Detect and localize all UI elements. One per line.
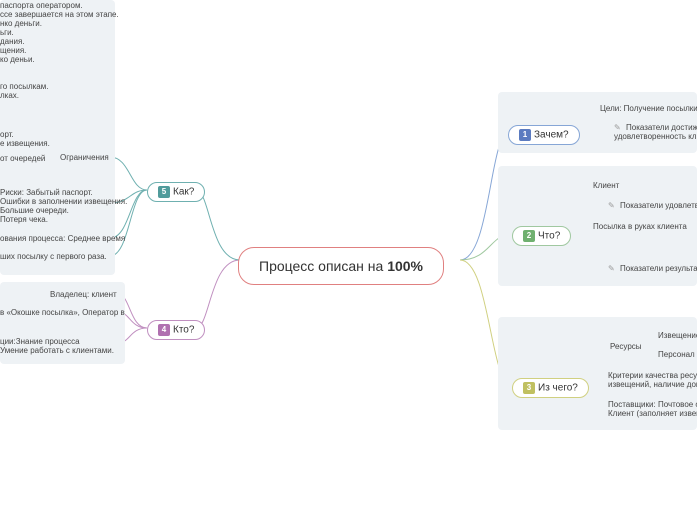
center-node[interactable]: Процесс описан на 100% [238,247,444,285]
leaf: Персонал [658,350,695,359]
leaf-text: го посылкам. [0,82,48,91]
center-text-a: Процесс описан на [259,258,387,274]
leaf-text: Большие очереди. [0,206,69,215]
leaf-text: Персонал [658,350,695,359]
branch-num-icon: 5 [158,186,170,198]
leaf: ьги. [0,28,14,37]
branch-label: Кто? [173,325,194,336]
leaf: Посылка в руках клиента [593,222,687,231]
leaf-text: е извещения. [0,139,50,148]
leaf-text: удовлетворенность клиент [614,132,697,141]
leaf: орт. [0,130,14,139]
leaf: ко деньи. [0,55,35,64]
leaf-text: Ошибки в заполнении извещения. [0,197,127,206]
pencil-icon: ✎ [608,201,618,211]
leaf-text: Потеря чека. [0,215,48,224]
leaf-text: Цели: Получение посылки [600,104,697,113]
leaf: Извещение, [658,331,697,340]
leaf-text: дания. [0,37,25,46]
leaf: Ошибки в заполнении извещения. [0,197,127,206]
leaf: дания. [0,37,25,46]
leaf-text: Владелец: клиент [50,290,117,299]
leaf-text: Клиент (заполняет извещени [608,409,697,418]
leaf: Критерии качества ресурсов [608,371,697,380]
branch-label: Из чего? [538,383,578,394]
leaf: ования процесса: Среднее время [0,234,125,243]
leaf-text: ших посылку с первого раза. [0,252,107,261]
branch-who[interactable]: 4Кто? [147,320,205,340]
leaf-text: ко деньи. [0,55,35,64]
center-text-b: 100% [387,258,423,274]
branch-why[interactable]: 1Зачем? [508,125,580,145]
leaf-text: нко деньги. [0,19,42,28]
leaf-text: от очередей [0,154,45,163]
leaf: ции:Знание процесса [0,337,80,346]
leaf: го посылкам. [0,82,48,91]
leaf: Клиент [593,181,619,190]
branch-num-icon: 1 [519,129,531,141]
leaf-text: ьги. [0,28,14,37]
leaf-text: Клиент [593,181,619,190]
leaf: ссе завершается на этом этапе. [0,10,119,19]
leaf-text: Показатели удовлетворенност [620,201,697,210]
leaf-text: ции:Знание процесса [0,337,80,346]
branch-how[interactable]: 5Как? [147,182,205,202]
branch-num-icon: 3 [523,382,535,394]
leaf: Большие очереди. [0,206,69,215]
leaf-text: орт. [0,130,14,139]
leaf-text: Посылка в руках клиента [593,222,687,231]
leaf-text: ссе завершается на этом этапе. [0,10,119,19]
branch-label: Как? [173,187,194,198]
leaf: от очередей [0,154,45,163]
branch-from[interactable]: 3Из чего? [512,378,589,398]
leaf: щения. [0,46,26,55]
leaf: ✎Показатели удовлетворенност [608,201,697,211]
leaf-text: Ограничения [60,153,109,162]
leaf-text: Риски: Забытый паспорт. [0,188,93,197]
leaf: Потеря чека. [0,215,48,224]
leaf: нко деньги. [0,19,42,28]
leaf-text: Извещение, [658,331,697,340]
leaf: Владелец: клиент [50,290,117,299]
leaf: паспорта оператором. [0,1,83,10]
leaf: ших посылку с первого раза. [0,252,107,261]
leaf: удовлетворенность клиент [614,132,697,141]
leaf: Ресурсы [610,342,642,351]
leaf-text: Показатели результата проц [620,264,697,273]
leaf-text: Ресурсы [610,342,642,351]
pencil-icon: ✎ [608,264,618,274]
leaf-text: Поставщики: Почтовое отдел [608,400,697,409]
leaf-text: Умение работать с клиентами. [0,346,114,355]
leaf: ✎Показатели результата проц [608,264,697,274]
leaf: в «Окошке посылка», Оператор в [0,308,125,317]
leaf-text: извещений, наличие докумен [608,380,697,389]
branch-num-icon: 4 [158,324,170,336]
leaf: Риски: Забытый паспорт. [0,188,93,197]
leaf: Поставщики: Почтовое отдел [608,400,697,409]
branch-label: Зачем? [534,130,569,141]
branch-label: Что? [538,231,560,242]
leaf: Умение работать с клиентами. [0,346,114,355]
leaf: лках. [0,91,19,100]
leaf: е извещения. [0,139,50,148]
leaf: Цели: Получение посылки [600,104,697,113]
leaf-text: щения. [0,46,26,55]
leaf-text: Показатели достижения ц [626,123,697,132]
leaf: Клиент (заполняет извещени [608,409,697,418]
leaf-text: ования процесса: Среднее время [0,234,125,243]
branch-num-icon: 2 [523,230,535,242]
leaf-text: лках. [0,91,19,100]
leaf: извещений, наличие докумен [608,380,697,389]
leaf-text: паспорта оператором. [0,1,83,10]
leaf: Ограничения [60,153,109,162]
leaf-text: в «Окошке посылка», Оператор в [0,308,125,317]
leaf-text: Критерии качества ресурсов [608,371,697,380]
branch-what[interactable]: 2Что? [512,226,571,246]
